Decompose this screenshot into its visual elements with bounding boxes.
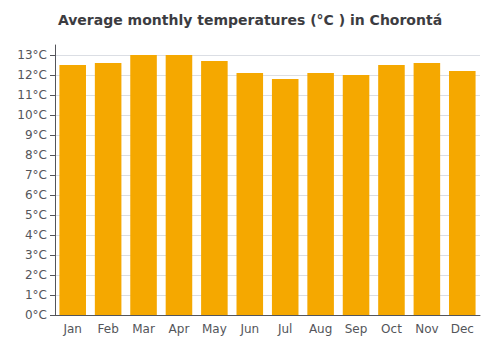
svg-text:Feb: Feb xyxy=(98,322,119,336)
svg-text:8°C: 8°C xyxy=(25,148,47,162)
svg-text:6°C: 6°C xyxy=(25,188,47,202)
svg-text:12°C: 12°C xyxy=(17,68,47,82)
svg-text:3°C: 3°C xyxy=(25,248,47,262)
svg-text:Sep: Sep xyxy=(345,322,368,336)
svg-text:Dec: Dec xyxy=(451,322,474,336)
svg-text:Jan: Jan xyxy=(62,322,82,336)
svg-text:2°C: 2°C xyxy=(25,268,47,282)
svg-text:0°C: 0°C xyxy=(25,308,47,322)
svg-text:7°C: 7°C xyxy=(25,168,47,182)
svg-text:13°C: 13°C xyxy=(17,48,47,62)
svg-text:May: May xyxy=(202,322,227,336)
svg-text:Mar: Mar xyxy=(132,322,155,336)
svg-text:11°C: 11°C xyxy=(17,88,47,102)
svg-text:Jun: Jun xyxy=(239,322,259,336)
svg-text:Nov: Nov xyxy=(415,322,438,336)
svg-text:10°C: 10°C xyxy=(17,108,47,122)
svg-text:Average monthly temperatures (: Average monthly temperatures (°C ) in Ch… xyxy=(58,12,442,28)
svg-text:4°C: 4°C xyxy=(25,228,47,242)
svg-text:9°C: 9°C xyxy=(25,128,47,142)
svg-text:5°C: 5°C xyxy=(25,208,47,222)
svg-text:Jul: Jul xyxy=(277,322,292,336)
svg-text:Oct: Oct xyxy=(381,322,402,336)
svg-text:1°C: 1°C xyxy=(25,288,47,302)
svg-text:Apr: Apr xyxy=(169,322,190,336)
svg-text:Aug: Aug xyxy=(309,322,332,336)
